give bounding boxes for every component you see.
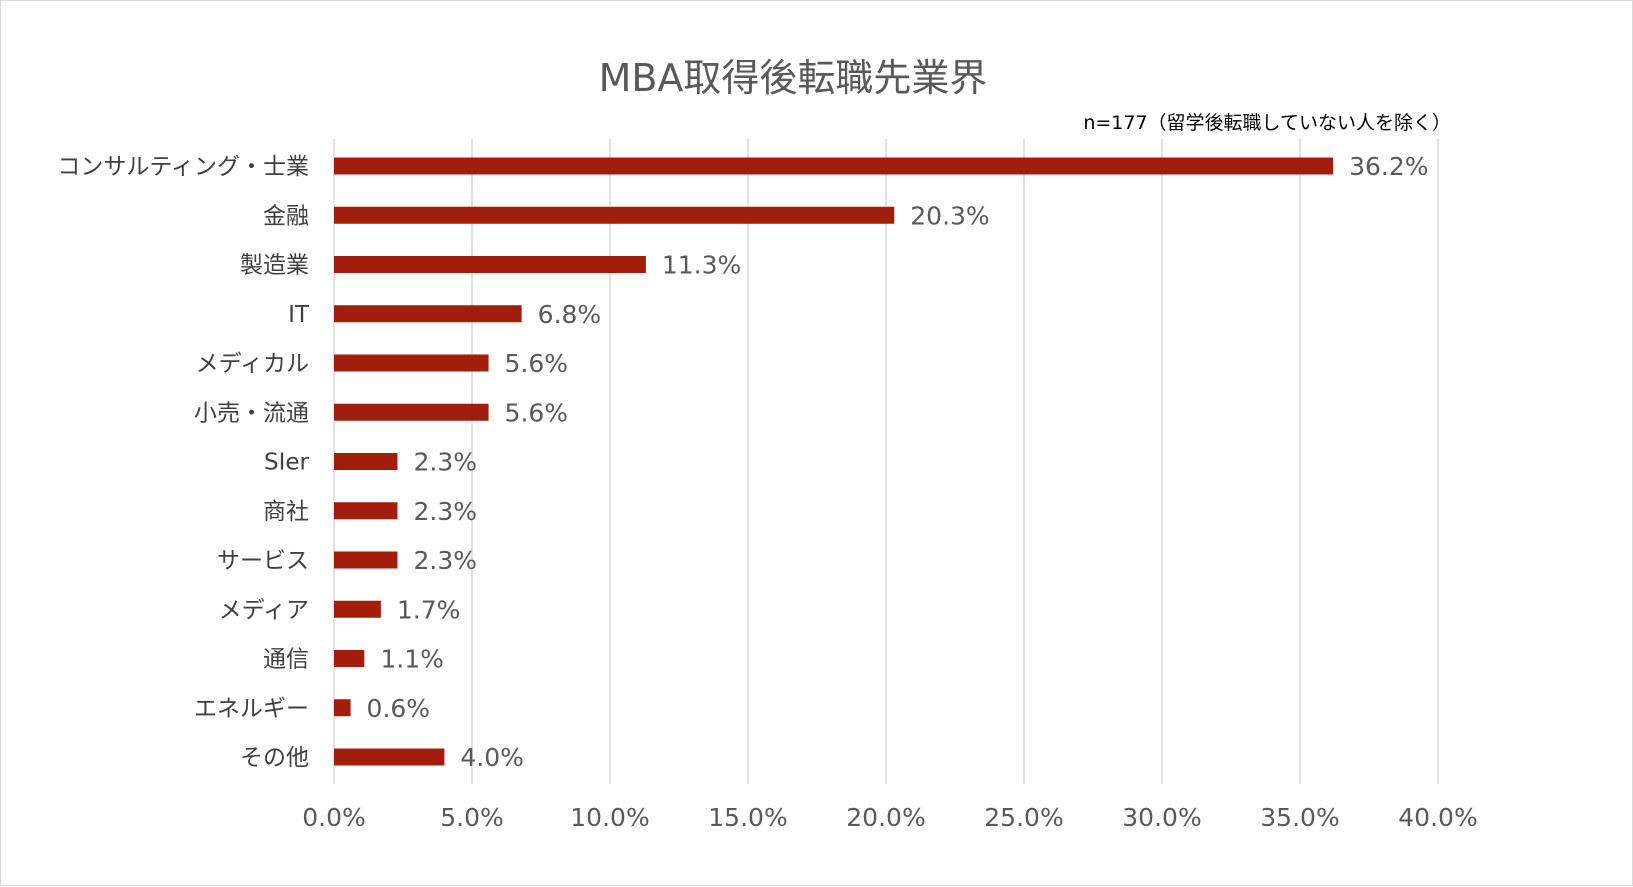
x-axis-ticks: 0.0% 5.0% 10.0% 15.0% 20.0% 25.0% 30.0% 35.0% 40… xyxy=(302,803,1477,832)
data-label: 6.8% xyxy=(538,300,602,329)
x-tick-label: 30.0% xyxy=(1122,803,1201,832)
bar xyxy=(334,699,351,717)
data-label: 2.3% xyxy=(413,448,477,477)
x-tick-label: 5.0% xyxy=(440,803,504,832)
data-label: 5.6% xyxy=(505,349,569,378)
category-label: コンサルティング・士業 xyxy=(57,154,309,180)
data-label: 0.6% xyxy=(367,694,431,723)
chart-title: MBA取得後転職先業界 xyxy=(599,56,988,100)
bar xyxy=(334,206,895,224)
category-label: 通信 xyxy=(263,647,309,673)
bar xyxy=(334,256,646,273)
x-tick-label: 20.0% xyxy=(846,803,925,832)
bar xyxy=(334,748,445,766)
category-label: メディア xyxy=(219,597,309,623)
x-tick-label: 40.0% xyxy=(1398,803,1477,832)
bar xyxy=(334,305,522,323)
data-label: 1.7% xyxy=(397,595,461,624)
category-label: メディカル xyxy=(196,351,309,377)
data-label: 1.1% xyxy=(380,645,444,674)
x-tick-label: 25.0% xyxy=(984,803,1063,832)
bar xyxy=(334,403,489,421)
category-label: 金融 xyxy=(263,203,309,229)
data-label: 2.3% xyxy=(413,546,477,575)
bar xyxy=(334,600,381,618)
category-label: SIer xyxy=(264,450,310,476)
gridlines xyxy=(333,139,1439,784)
category-label: 商社 xyxy=(263,499,309,525)
data-label: 36.2% xyxy=(1349,152,1428,181)
category-label: 製造業 xyxy=(240,253,309,279)
bars xyxy=(334,157,1334,766)
data-label: 4.0% xyxy=(460,743,524,772)
data-label: 20.3% xyxy=(910,201,989,230)
sample-note: n=177（留学後転職していない人を除く） xyxy=(1083,112,1451,134)
category-label: サービス xyxy=(217,548,309,574)
category-label: その他 xyxy=(240,745,309,771)
x-tick-label: 10.0% xyxy=(570,803,649,832)
category-label: エネルギー xyxy=(194,696,309,722)
x-tick-label: 15.0% xyxy=(708,803,787,832)
bar xyxy=(334,453,398,470)
bar xyxy=(334,157,1334,175)
category-label: IT xyxy=(288,302,310,328)
x-tick-label: 35.0% xyxy=(1260,803,1339,832)
bar xyxy=(334,354,489,372)
data-label: 2.3% xyxy=(413,497,477,526)
bar xyxy=(334,502,398,520)
category-label: 小売・流通 xyxy=(194,400,309,426)
data-labels: 36.2% 20.3% 11.3% 6.8% 5.6% 5.6% 2.3% 2.3% 2.3% 1… xyxy=(367,152,1429,772)
x-tick-label: 0.0% xyxy=(302,803,366,832)
bar xyxy=(334,551,398,569)
data-label: 5.6% xyxy=(505,398,569,427)
data-label: 11.3% xyxy=(662,251,741,280)
bar xyxy=(334,650,365,667)
